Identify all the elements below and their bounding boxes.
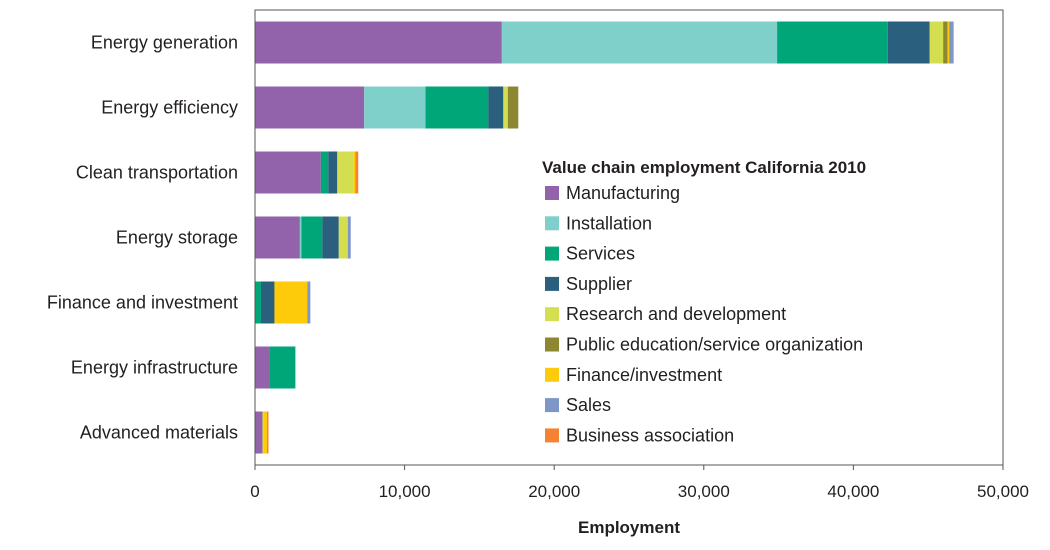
legend-swatch [545, 307, 559, 322]
bar-segment [353, 151, 356, 194]
bar-segment [425, 86, 489, 129]
legend-entry: Finance/investment [566, 365, 722, 385]
legend-swatch [545, 367, 559, 382]
bar-segment [355, 151, 359, 194]
plot-area-frame [254, 9, 1004, 466]
bar-segment [255, 216, 300, 259]
bar-segment [262, 411, 264, 454]
legend-swatch [545, 276, 559, 291]
legend: Value chain employment California 2010 M… [542, 158, 866, 445]
bar-segment [255, 151, 321, 194]
bar-segment [322, 216, 339, 259]
legend-entry: Sales [566, 395, 611, 415]
legend-swatch [545, 186, 559, 200]
legend-entry: Manufacturing [566, 183, 680, 203]
bar-segment [274, 281, 308, 324]
bar-segment [364, 86, 426, 129]
bars [255, 21, 954, 454]
legend-swatch [545, 246, 559, 261]
bar-segment [263, 411, 267, 454]
bar-segment [255, 86, 365, 129]
category-label: Clean transportation [76, 163, 238, 183]
x-axis-ticks: 0 10,000 20,000 30,000 40,000 50,000 [250, 465, 1029, 501]
legend-entry: Installation [566, 213, 652, 233]
category-labels: Energy generation Energy efficiency Clean … [47, 33, 238, 443]
bar-segment [337, 151, 354, 194]
bar-segment [301, 216, 323, 259]
legend-entry: Research and development [566, 304, 786, 324]
bar-segment [947, 21, 950, 64]
legend-entry: Business association [566, 425, 734, 445]
bar-segment [338, 216, 348, 259]
bar-segment [777, 21, 888, 64]
legend-entry: Public education/service organization [566, 335, 863, 355]
legend-swatch [545, 216, 559, 231]
legend-entry: Services [566, 244, 635, 264]
bar-segment [307, 281, 311, 324]
bar-segment [269, 346, 296, 389]
bar-segment [255, 346, 270, 389]
legend-swatch [545, 337, 559, 352]
x-tick-label: 20,000 [528, 482, 580, 501]
bar-segment [503, 86, 508, 129]
bar-segment [266, 411, 269, 454]
category-label: Advanced materials [80, 423, 238, 443]
bar-segment [887, 21, 930, 64]
bar-segment [320, 151, 329, 194]
bar-segment [943, 21, 948, 64]
x-tick-label: 40,000 [827, 482, 879, 501]
legend-title: Value chain employment California 2010 [542, 158, 866, 177]
x-tick-label: 10,000 [379, 482, 431, 501]
bar-segment [507, 86, 519, 129]
legend-swatch [545, 398, 559, 413]
bar-segment [949, 21, 954, 64]
category-label: Finance and investment [47, 293, 238, 313]
bar-segment [260, 281, 275, 324]
bar-segment [328, 151, 338, 194]
bar-segment [299, 216, 302, 259]
x-tick-label: 50,000 [977, 482, 1029, 501]
category-label: Energy generation [91, 33, 238, 53]
bar-segment [488, 86, 504, 129]
bar-segment [255, 21, 502, 64]
category-label: Energy storage [116, 228, 238, 248]
legend-entry: Supplier [566, 274, 632, 294]
category-label: Energy infrastructure [71, 358, 238, 378]
bar-segment [347, 216, 351, 259]
bar-segment [929, 21, 944, 64]
x-axis-title: Employment [578, 518, 680, 537]
x-tick-label: 0 [250, 482, 259, 501]
bar-segment [255, 411, 263, 454]
bar-segment [255, 281, 261, 324]
x-tick-label: 30,000 [678, 482, 730, 501]
legend-swatch [545, 428, 559, 443]
bar-segment [501, 21, 778, 64]
category-label: Energy efficiency [101, 98, 238, 118]
